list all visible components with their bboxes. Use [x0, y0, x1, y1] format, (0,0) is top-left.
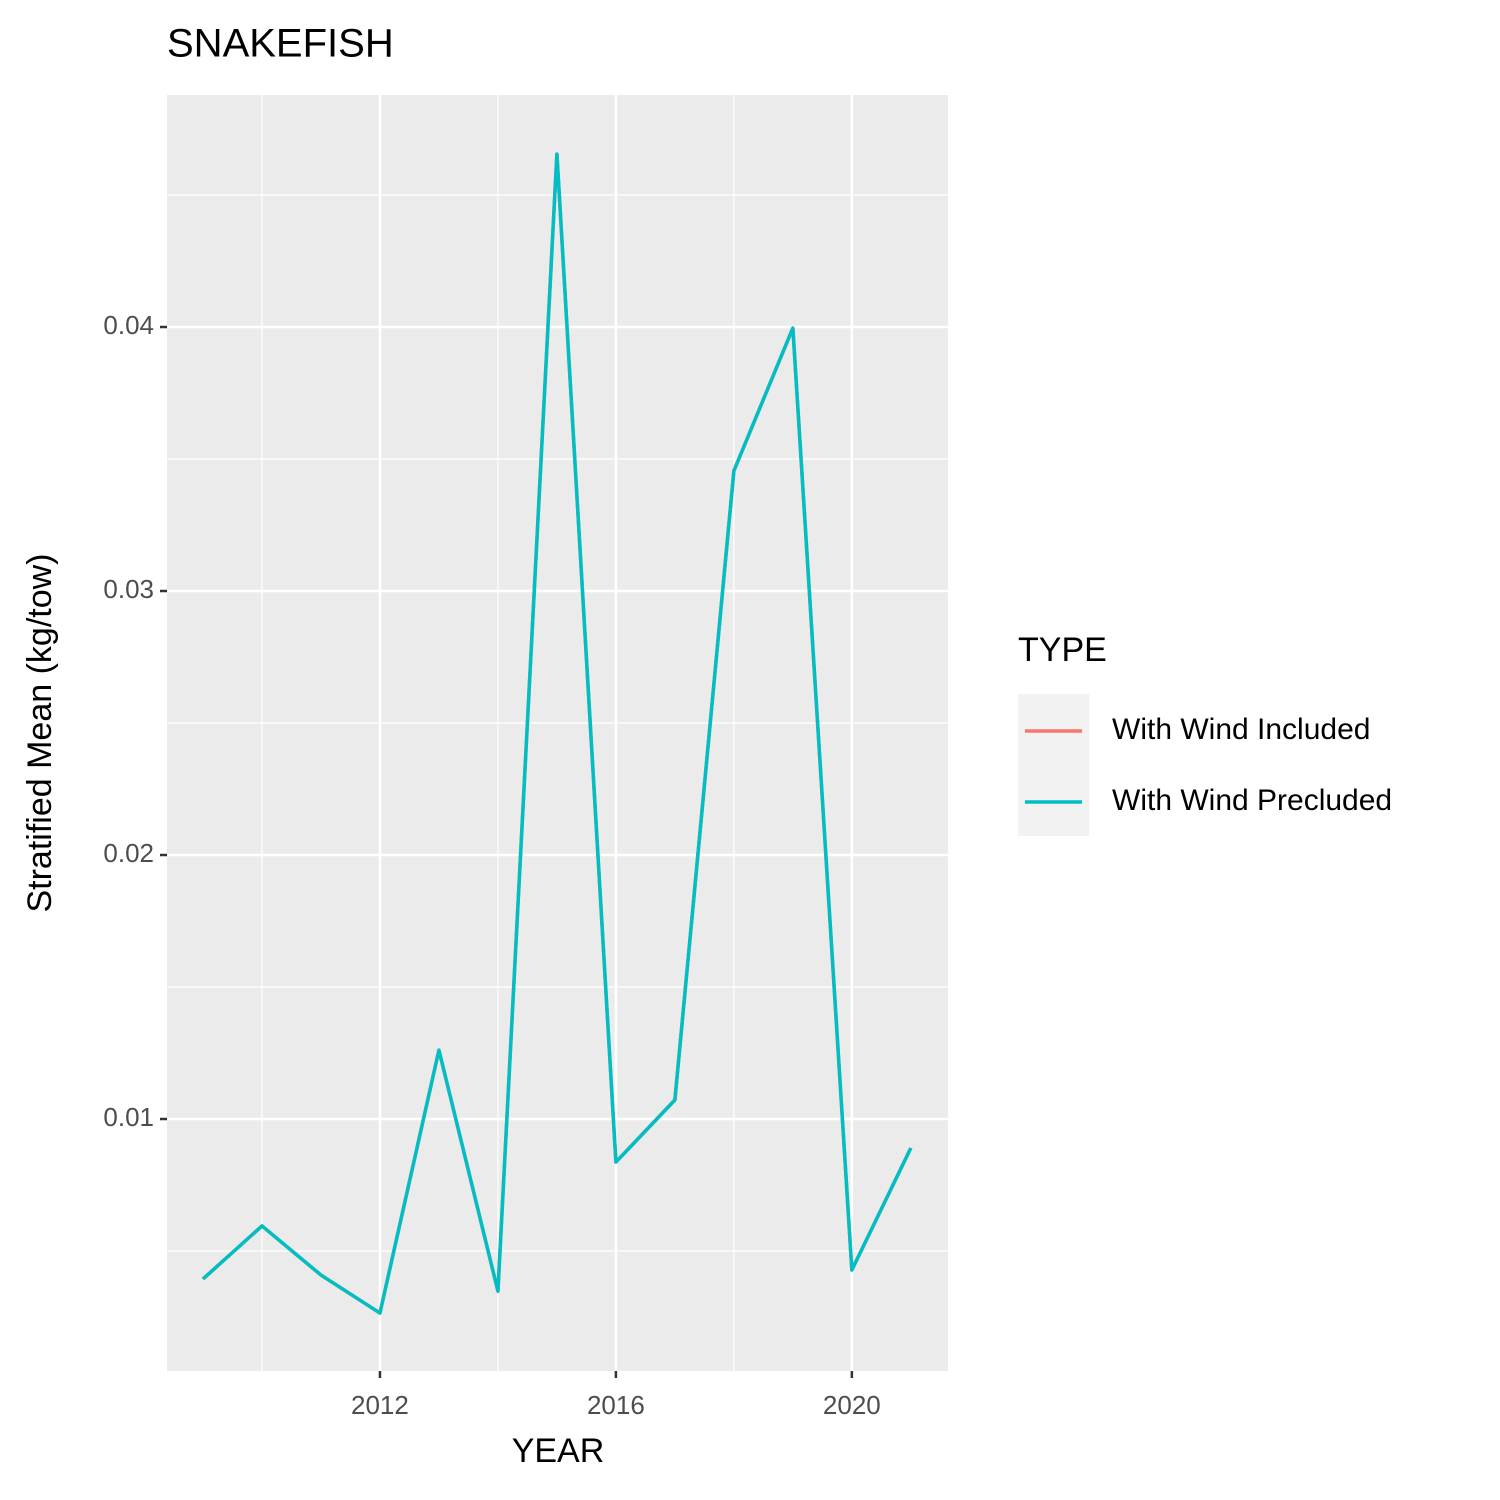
legend-key-background: [1018, 694, 1089, 836]
chart-title: SNAKEFISH: [167, 22, 394, 66]
legend-label: With Wind Precluded: [1112, 784, 1392, 817]
y-tick-label: 0.04: [103, 310, 154, 340]
y-tick-label: 0.03: [103, 574, 154, 604]
y-axis-title: Stratified Mean (kg/tow): [21, 553, 59, 912]
y-tick-label: 0.02: [103, 838, 154, 868]
x-tick-label: 2012: [351, 1390, 409, 1420]
y-tick-label: 0.01: [103, 1102, 154, 1132]
x-tick-label: 2016: [587, 1390, 645, 1420]
series-line: [201, 152, 913, 1315]
x-axis-title: YEAR: [512, 1432, 605, 1470]
panel: [167, 95, 948, 1371]
legend-title: TYPE: [1018, 631, 1107, 669]
legend-label: With Wind Included: [1112, 713, 1370, 746]
x-tick-label: 2020: [823, 1390, 881, 1420]
